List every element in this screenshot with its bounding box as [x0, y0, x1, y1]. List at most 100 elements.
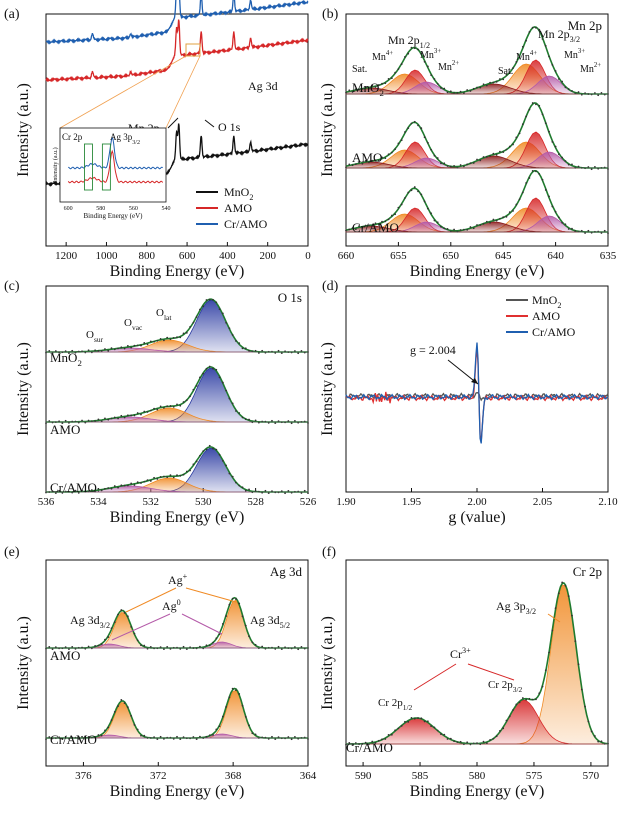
raw-point	[208, 298, 211, 301]
series-line	[345, 342, 609, 444]
raw-point	[166, 476, 169, 479]
raw-point	[97, 418, 100, 421]
raw-point	[130, 414, 133, 417]
raw-point	[104, 487, 106, 490]
raw-point	[241, 416, 244, 419]
raw-point	[607, 232, 609, 234]
raw-point	[280, 648, 283, 651]
raw-point	[153, 407, 155, 410]
raw-point	[235, 689, 237, 692]
raw-point	[153, 340, 155, 343]
raw-point	[231, 475, 234, 478]
raw-point	[410, 122, 413, 125]
raw-point	[176, 474, 178, 477]
raw-point	[515, 136, 518, 139]
raw-point	[361, 87, 364, 90]
raw-point	[423, 200, 426, 203]
arrow	[204, 119, 215, 128]
raw-point	[561, 221, 564, 224]
raw-point	[136, 481, 139, 484]
raw-point	[413, 47, 416, 50]
raw-point	[603, 229, 606, 232]
raw-point	[472, 87, 475, 90]
raw-point	[156, 738, 159, 741]
raw-point	[166, 405, 169, 408]
raw-point	[64, 735, 67, 738]
raw-point	[156, 339, 159, 342]
raw-point	[417, 190, 419, 193]
raw-point	[235, 410, 237, 412]
raw-point	[502, 727, 505, 730]
raw-point	[557, 78, 560, 80]
raw-point	[251, 641, 254, 644]
raw-point	[94, 420, 97, 423]
raw-point	[166, 645, 169, 648]
peak-label: Ag0	[162, 598, 181, 613]
raw-point	[110, 417, 113, 420]
raw-point	[58, 420, 60, 423]
raw-point	[479, 86, 482, 89]
raw-point	[571, 163, 573, 166]
raw-point	[261, 645, 264, 648]
x-tick-label: 1200	[55, 250, 78, 262]
raw-point	[215, 448, 218, 451]
inset-tick-label: 580	[96, 206, 105, 212]
raw-point	[345, 229, 347, 232]
raw-point	[446, 91, 449, 94]
raw-point	[561, 581, 564, 584]
raw-point	[364, 86, 367, 89]
raw-point	[456, 166, 459, 169]
arrow-head	[471, 378, 478, 384]
raw-point	[404, 720, 406, 723]
raw-point	[541, 38, 544, 40]
y-axis-label: Intensity (a.u.)	[15, 342, 32, 436]
raw-point	[68, 421, 70, 424]
raw-point	[351, 744, 354, 747]
raw-point	[544, 122, 547, 125]
raw-point	[225, 321, 228, 324]
raw-point	[117, 417, 119, 420]
raw-point	[221, 623, 224, 625]
raw-point	[476, 224, 478, 226]
raw-point	[410, 46, 413, 49]
raw-point	[153, 736, 155, 739]
sample-label: MnO2	[352, 80, 384, 98]
raw-point	[361, 162, 364, 165]
raw-point	[351, 91, 354, 93]
leader-line	[547, 613, 561, 623]
raw-point	[271, 735, 273, 738]
x-tick-label: 368	[225, 770, 242, 782]
raw-point	[561, 156, 564, 159]
raw-point	[505, 148, 508, 151]
raw-point	[548, 195, 550, 198]
raw-point	[126, 615, 129, 618]
peak-label: Ag 3d3/2	[70, 613, 110, 630]
raw-point	[294, 735, 296, 738]
peak-label: Olat	[156, 307, 172, 322]
raw-point	[371, 740, 374, 743]
raw-point	[446, 738, 449, 740]
raw-point	[525, 698, 528, 701]
raw-point	[407, 720, 410, 723]
raw-point	[77, 737, 80, 740]
raw-point	[345, 166, 347, 169]
raw-point	[472, 227, 475, 230]
raw-point	[117, 486, 119, 489]
raw-point	[587, 229, 590, 232]
raw-point	[126, 414, 129, 417]
arrow	[167, 117, 179, 129]
raw-point	[600, 740, 603, 743]
raw-point	[423, 60, 426, 63]
raw-point	[407, 191, 410, 194]
legend-label: Cr/AMO	[224, 217, 268, 231]
raw-point	[554, 210, 557, 213]
raw-point	[110, 347, 113, 350]
raw-point	[97, 644, 100, 647]
raw-point	[466, 163, 469, 166]
raw-point	[377, 739, 380, 742]
raw-point	[407, 52, 410, 55]
raw-point	[64, 419, 67, 422]
raw-point	[244, 418, 247, 421]
raw-point	[489, 155, 491, 157]
raw-point	[71, 349, 74, 352]
